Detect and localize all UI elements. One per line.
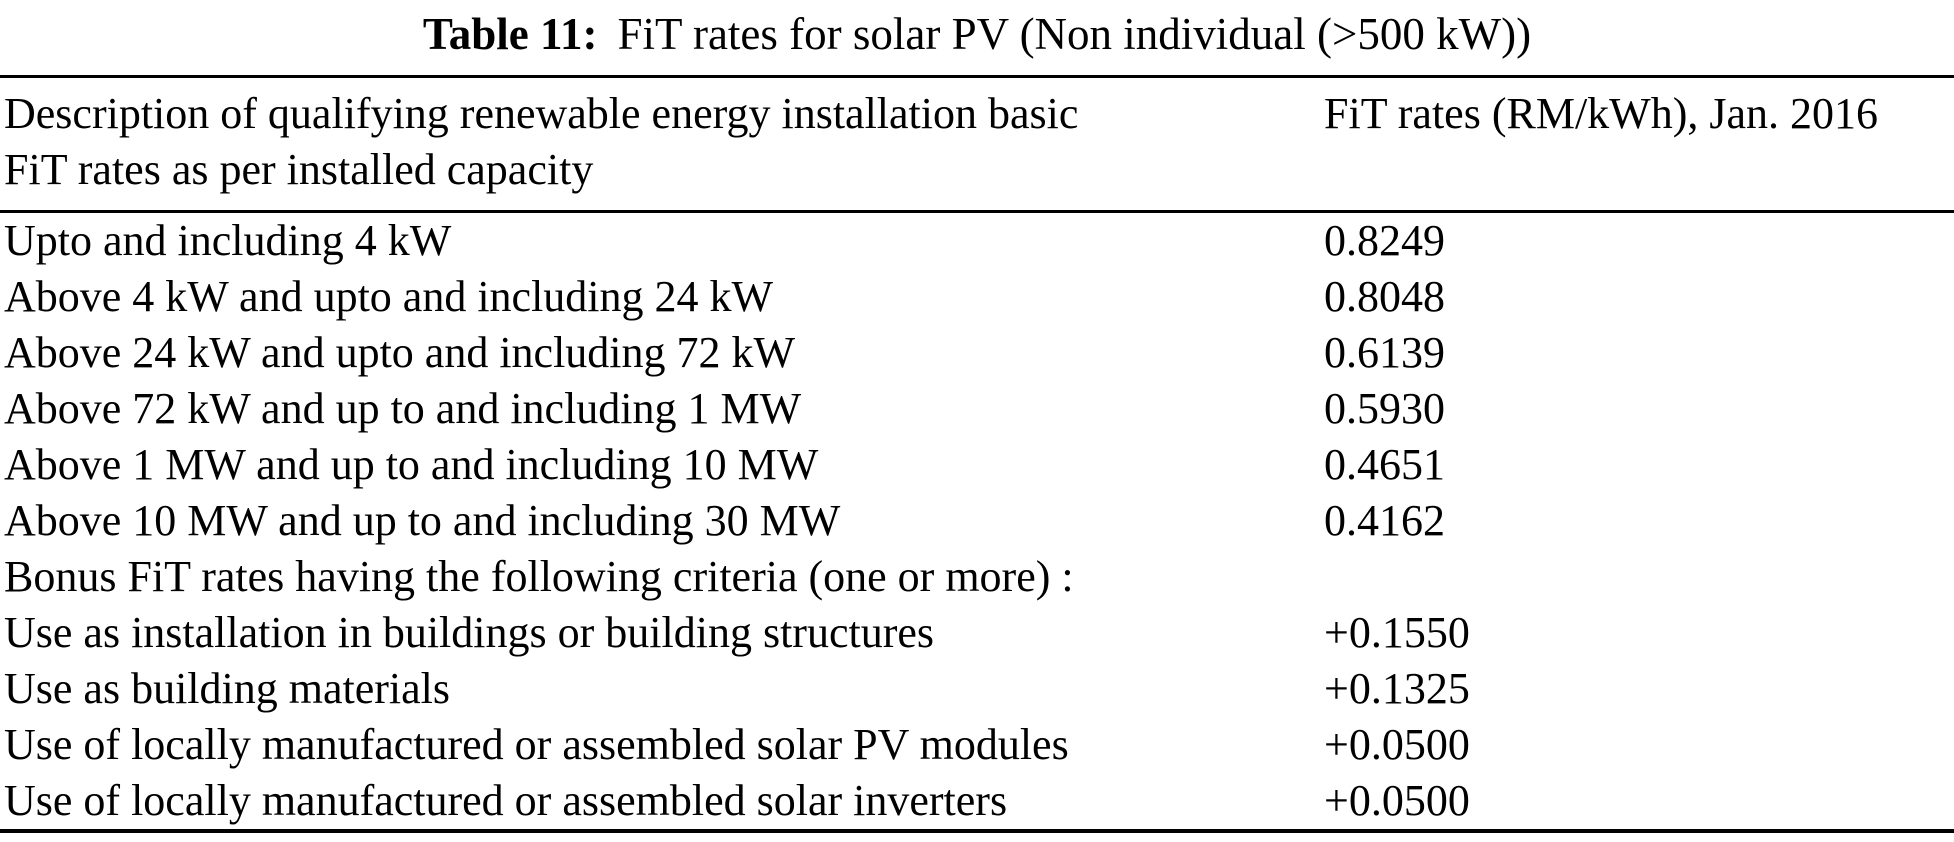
table-caption-text: FiT rates for solar PV (Non individual (… — [617, 9, 1532, 59]
table-header-row: Description of qualifying renewable ener… — [0, 78, 1954, 210]
row-rate: 0.4651 — [1324, 440, 1445, 489]
table-row: Use as building materials +0.1325 — [0, 661, 1954, 717]
header-description-line1: Description of qualifying renewable ener… — [4, 89, 1079, 138]
header-description-line2: FiT rates as per installed capacity — [4, 145, 594, 194]
table-header-rule — [0, 210, 1954, 213]
table-top-rule — [0, 75, 1954, 78]
table-row: Upto and including 4 kW 0.8249 — [0, 213, 1954, 269]
row-description: Bonus FiT rates having the following cri… — [4, 552, 1074, 601]
row-rate: +0.0500 — [1324, 720, 1470, 769]
table-caption-label: Table 11: — [422, 9, 598, 59]
table-row: Above 1 MW and up to and including 10 MW… — [0, 437, 1954, 493]
row-rate: 0.8249 — [1324, 216, 1445, 265]
table-row: Above 72 kW and up to and including 1 MW… — [0, 381, 1954, 437]
table-row: Above 10 MW and up to and including 30 M… — [0, 493, 1954, 549]
table-row: Use as installation in buildings or buil… — [0, 605, 1954, 661]
row-description: Use as installation in buildings or buil… — [4, 608, 935, 657]
row-rate: 0.5930 — [1324, 384, 1445, 433]
header-rate-cell: FiT rates (RM/kWh), Jan. 2016 — [1324, 89, 1879, 138]
table-caption: Table 11: FiT rates for solar PV (Non ind… — [0, 0, 1954, 75]
table-row: Bonus FiT rates having the following cri… — [0, 549, 1954, 605]
header-description-cell: Description of qualifying renewable ener… — [0, 86, 1324, 198]
row-description: Above 72 kW and up to and including 1 MW — [4, 384, 802, 433]
table-row: Use of locally manufactured or assembled… — [0, 717, 1954, 773]
row-rate: +0.0500 — [1324, 776, 1470, 825]
table-row: Use of locally manufactured or assembled… — [0, 773, 1954, 829]
row-rate: 0.6139 — [1324, 328, 1445, 377]
row-rate: 0.8048 — [1324, 272, 1445, 321]
table-body: Upto and including 4 kW 0.8249 Above 4 kW … — [0, 213, 1954, 829]
row-description: Use of locally manufactured or assembled… — [4, 776, 1008, 825]
row-rate: +0.1550 — [1324, 608, 1470, 657]
table-row: Above 24 kW and upto and including 72 kW… — [0, 325, 1954, 381]
row-description: Upto and including 4 kW — [4, 216, 452, 265]
table-bottom-rule — [0, 829, 1954, 833]
row-rate: +0.1325 — [1324, 664, 1470, 713]
row-description: Above 1 MW and up to and including 10 MW — [4, 440, 819, 489]
row-rate: 0.4162 — [1324, 496, 1445, 545]
row-description: Above 24 kW and upto and including 72 kW — [4, 328, 796, 377]
row-description: Above 4 kW and upto and including 24 kW — [4, 272, 774, 321]
row-description: Above 10 MW and up to and including 30 M… — [4, 496, 841, 545]
row-description: Use of locally manufactured or assembled… — [4, 720, 1069, 769]
row-description: Use as building materials — [4, 664, 451, 713]
table-row: Above 4 kW and upto and including 24 kW 0… — [0, 269, 1954, 325]
